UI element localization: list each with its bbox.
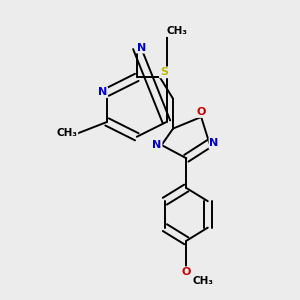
Text: O: O: [182, 267, 191, 277]
Text: CH₃: CH₃: [193, 276, 214, 286]
Text: N: N: [209, 138, 219, 148]
Text: O: O: [196, 107, 206, 117]
Text: N: N: [152, 140, 162, 150]
Text: CH₃: CH₃: [56, 128, 77, 139]
Text: N: N: [98, 87, 107, 97]
Text: N: N: [137, 43, 146, 52]
Text: S: S: [160, 67, 168, 77]
Text: CH₃: CH₃: [167, 26, 188, 36]
